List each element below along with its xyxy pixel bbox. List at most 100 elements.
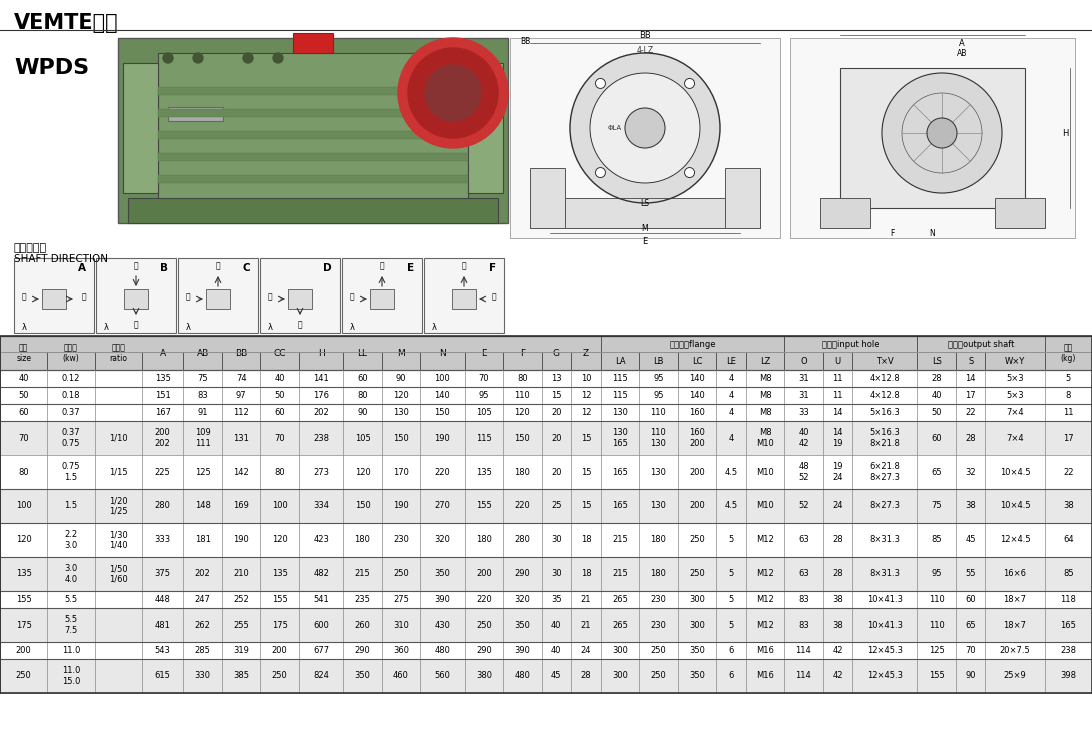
Text: 型号
size: 型号 size — [16, 343, 32, 363]
Text: 32: 32 — [965, 468, 976, 476]
Text: 350: 350 — [435, 569, 450, 578]
Text: 115: 115 — [613, 374, 628, 383]
Text: 10×4.5: 10×4.5 — [1000, 501, 1031, 510]
Text: 12×45.3: 12×45.3 — [867, 646, 903, 655]
Text: 91: 91 — [198, 408, 207, 417]
Text: M8: M8 — [759, 374, 771, 383]
Text: 541: 541 — [313, 595, 329, 604]
Circle shape — [595, 168, 605, 177]
Text: 615: 615 — [155, 672, 170, 681]
Bar — [0, 608, 1092, 642]
Text: 80: 80 — [19, 468, 29, 476]
Text: 135: 135 — [155, 374, 170, 383]
Text: 333: 333 — [155, 536, 170, 545]
Text: 入: 入 — [268, 292, 272, 301]
Text: M12: M12 — [756, 621, 774, 630]
Text: 250: 250 — [651, 646, 666, 655]
Text: M8: M8 — [759, 408, 771, 417]
Text: 180: 180 — [651, 569, 666, 578]
Text: 1/50
1/60: 1/50 1/60 — [109, 564, 128, 583]
Text: 125: 125 — [929, 646, 945, 655]
Text: 63: 63 — [798, 536, 809, 545]
Text: 130
165: 130 165 — [612, 429, 628, 448]
Bar — [0, 336, 47, 370]
Text: 10×4.5: 10×4.5 — [1000, 468, 1031, 476]
Bar — [158, 53, 468, 198]
Text: 115: 115 — [476, 434, 491, 443]
Text: 262: 262 — [194, 621, 211, 630]
Text: 180: 180 — [355, 536, 370, 545]
Bar — [840, 68, 1025, 208]
Text: 334: 334 — [313, 501, 329, 510]
Text: 250: 250 — [689, 536, 704, 545]
Text: S: S — [968, 357, 973, 366]
Text: 60: 60 — [357, 374, 368, 383]
Text: 65: 65 — [965, 621, 976, 630]
Text: 160: 160 — [689, 408, 704, 417]
Text: M8
M10: M8 M10 — [756, 429, 774, 448]
Text: 250: 250 — [689, 569, 704, 578]
Text: 5×16.3: 5×16.3 — [869, 408, 900, 417]
Text: 100: 100 — [272, 501, 287, 510]
Text: 33: 33 — [798, 408, 809, 417]
Text: 375: 375 — [155, 569, 170, 578]
Text: 350: 350 — [355, 672, 370, 681]
Text: 4.5: 4.5 — [724, 468, 737, 476]
Text: 480: 480 — [514, 672, 531, 681]
Text: 28: 28 — [965, 434, 976, 443]
Text: 255: 255 — [234, 621, 249, 630]
Text: 24: 24 — [581, 646, 591, 655]
Text: 150: 150 — [435, 408, 450, 417]
Text: 290: 290 — [355, 646, 370, 655]
Text: 10×41.3: 10×41.3 — [867, 595, 903, 604]
Text: 13: 13 — [551, 374, 561, 383]
Text: 5: 5 — [728, 569, 734, 578]
Text: 250: 250 — [15, 672, 32, 681]
Text: VEMTE传动: VEMTE传动 — [14, 13, 119, 33]
Text: 31: 31 — [798, 374, 809, 383]
Text: 560: 560 — [435, 672, 450, 681]
Text: 250: 250 — [476, 621, 491, 630]
Text: 130: 130 — [651, 468, 666, 476]
Text: 265: 265 — [612, 595, 628, 604]
Text: λ: λ — [432, 322, 437, 331]
Bar — [293, 33, 333, 53]
Text: 30: 30 — [551, 536, 561, 545]
Bar — [0, 455, 1092, 489]
Text: 5: 5 — [728, 536, 734, 545]
Text: 140: 140 — [689, 374, 704, 383]
Text: 141: 141 — [313, 374, 329, 383]
Text: 出: 出 — [380, 262, 384, 271]
Text: 109
111: 109 111 — [194, 429, 211, 448]
Bar — [342, 258, 422, 333]
Text: 155: 155 — [272, 595, 287, 604]
Circle shape — [244, 53, 253, 63]
Text: 824: 824 — [313, 672, 329, 681]
Text: 40: 40 — [19, 374, 28, 383]
Text: 300: 300 — [612, 672, 628, 681]
Circle shape — [425, 65, 480, 121]
Circle shape — [408, 48, 498, 138]
Circle shape — [625, 108, 665, 148]
Circle shape — [273, 53, 283, 63]
Text: LZ: LZ — [760, 357, 770, 366]
Text: 64: 64 — [1063, 536, 1073, 545]
Bar — [96, 258, 176, 333]
Text: 入: 入 — [349, 292, 354, 301]
Text: 80: 80 — [357, 391, 368, 400]
Bar — [95, 336, 142, 370]
Text: 130: 130 — [393, 408, 408, 417]
Text: E: E — [407, 263, 414, 273]
Text: 390: 390 — [435, 595, 450, 604]
Bar — [0, 659, 1092, 693]
Text: M12: M12 — [756, 569, 774, 578]
Circle shape — [595, 79, 605, 88]
Text: 出力轴output shaft: 出力轴output shaft — [948, 340, 1014, 349]
Bar — [222, 336, 260, 370]
Text: 300: 300 — [612, 646, 628, 655]
Text: 20: 20 — [551, 434, 561, 443]
Bar — [118, 38, 508, 223]
Circle shape — [685, 79, 695, 88]
Bar — [0, 642, 1092, 659]
Text: 52: 52 — [798, 501, 809, 510]
